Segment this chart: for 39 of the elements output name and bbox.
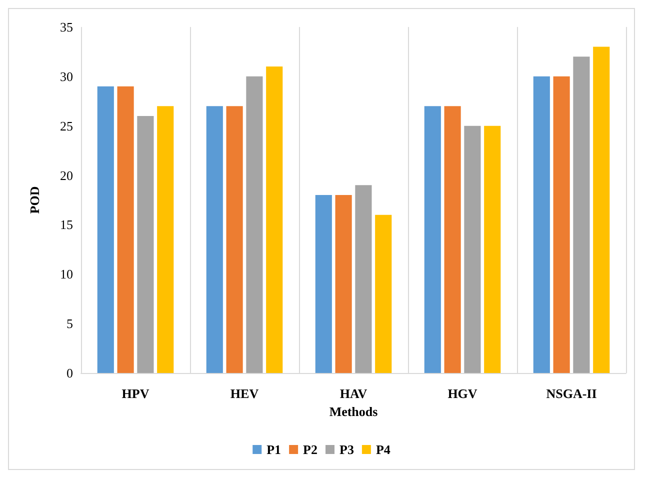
bar: [226, 106, 243, 373]
bar: [553, 76, 570, 373]
x-tick-label: NSGA-II: [546, 386, 597, 401]
legend-label: P4: [376, 442, 391, 457]
bar: [533, 76, 550, 373]
legend-label: P3: [340, 442, 354, 457]
bar: [424, 106, 441, 373]
bar: [375, 214, 392, 373]
bar: [335, 195, 352, 373]
bar: [206, 106, 223, 373]
y-tick-label: 15: [60, 217, 73, 232]
x-tick-label: HPV: [122, 386, 150, 401]
bar: [97, 86, 114, 373]
x-tick-label: HGV: [448, 386, 478, 401]
y-tick-label: 10: [60, 266, 73, 282]
bar: [573, 56, 590, 373]
x-tick-label: HAV: [340, 386, 368, 401]
bar: [593, 46, 610, 373]
y-tick-label: 5: [66, 316, 73, 332]
bar: [266, 66, 283, 373]
bar: [464, 126, 481, 373]
y-tick-label: 0: [66, 366, 73, 380]
bar: [444, 106, 461, 373]
bar: [157, 106, 174, 373]
x-axis-title: Methods: [329, 404, 378, 419]
bar: [117, 86, 134, 373]
bar: [315, 195, 332, 373]
bar: [246, 76, 263, 373]
y-tick-label: 20: [60, 168, 73, 183]
bar: [355, 185, 372, 373]
y-axis-title: POD: [27, 186, 42, 214]
legend-label: P1: [266, 442, 282, 457]
y-tick-label: 25: [60, 118, 73, 134]
y-tick-label: 30: [60, 68, 73, 84]
bar: [484, 126, 501, 373]
y-tick-label: 35: [60, 20, 73, 34]
legend-label: P2: [303, 442, 318, 457]
bar: [137, 116, 154, 373]
x-tick-label: HEV: [230, 386, 260, 401]
